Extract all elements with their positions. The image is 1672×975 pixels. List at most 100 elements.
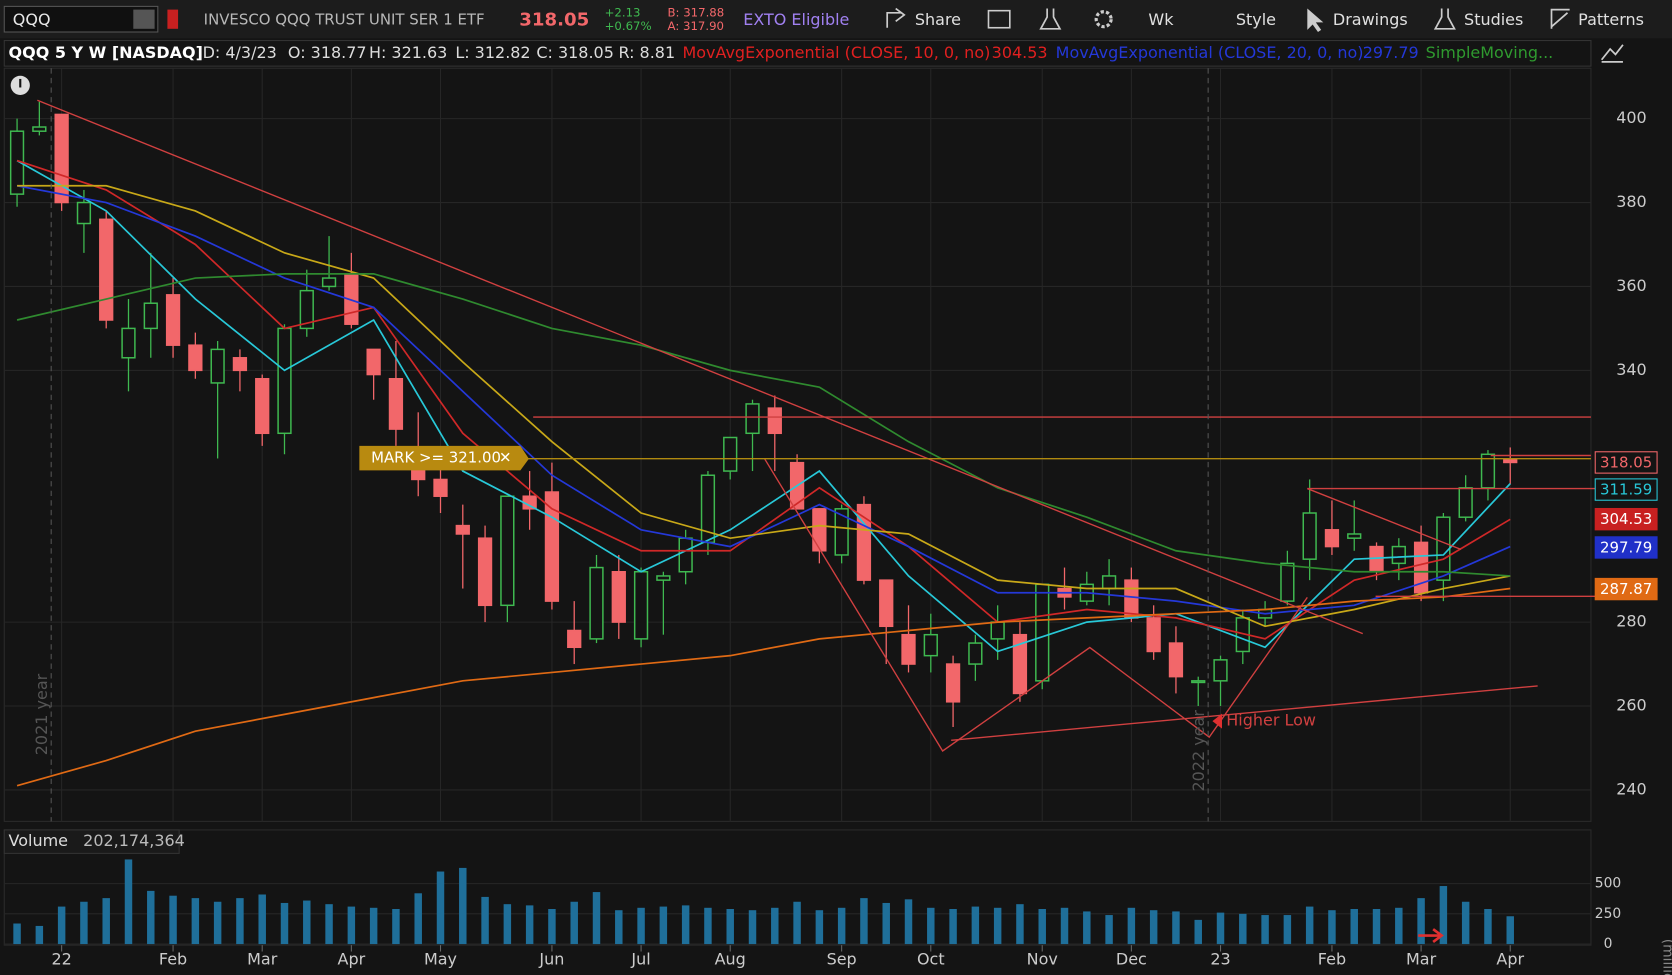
- price-tag: [1594, 451, 1658, 474]
- study-bar: [3, 40, 1592, 67]
- volume-bar: [459, 867, 467, 945]
- volume-bar: [1439, 886, 1448, 945]
- settings-icon[interactable]: [1094, 10, 1113, 29]
- grid-icon[interactable]: [987, 9, 1011, 29]
- exto-eligible[interactable]: EXTO Eligible: [743, 10, 849, 29]
- year-label: 2022 year: [1189, 710, 1208, 792]
- volume-tick-label: 250: [1595, 906, 1621, 922]
- ema20-legend: MovAvgExponential (CLOSE, 20, 0, no): [1056, 43, 1364, 62]
- x-tick-label: May: [424, 950, 457, 969]
- candle-body: [143, 302, 158, 330]
- volume-bar: [1016, 904, 1024, 945]
- ask: A: 317.90: [668, 19, 724, 33]
- flask-icon[interactable]: [1039, 8, 1062, 30]
- moving-average: [16, 159, 1511, 653]
- volume-bar: [258, 894, 266, 945]
- volume-bar: [927, 907, 935, 945]
- volume-bar: [303, 900, 311, 945]
- drawings-button[interactable]: Drawings: [1333, 10, 1408, 29]
- candle-body: [455, 524, 470, 535]
- candle-body: [500, 495, 515, 607]
- volume-bar: [748, 910, 757, 945]
- symbol-input[interactable]: [3, 5, 159, 33]
- price-panel: [3, 67, 1592, 822]
- volume-bar: [1105, 915, 1113, 945]
- volume-bar: [1506, 916, 1514, 945]
- volume-bar: [1461, 901, 1470, 945]
- candle-body: [633, 571, 649, 640]
- candle-body: [433, 478, 448, 497]
- studies-button[interactable]: Studies: [1464, 10, 1523, 29]
- expand-icon[interactable]: [1600, 44, 1624, 63]
- bar-low: L: 312.82: [455, 43, 530, 62]
- volume-bar: [392, 909, 400, 945]
- volume-bar: [548, 909, 556, 945]
- studies-icon[interactable]: [1433, 8, 1456, 30]
- period-button[interactable]: Wk: [1148, 10, 1174, 29]
- share-icon[interactable]: [886, 7, 906, 28]
- volume-bar: [325, 904, 333, 945]
- volume-bar: [191, 898, 200, 945]
- x-tick-label: Sep: [827, 950, 857, 969]
- style-button[interactable]: Style: [1236, 10, 1276, 29]
- bar-close: C: 318.05: [536, 43, 614, 62]
- volume-bar: [615, 910, 623, 945]
- volume-bar: [13, 923, 21, 945]
- volume-bar: [102, 898, 110, 945]
- volume-bar: [1127, 907, 1136, 945]
- ema20-value: 297.79: [1363, 43, 1419, 62]
- candle-body: [477, 537, 493, 607]
- symbol-dropdown[interactable]: [133, 9, 155, 29]
- higher-low-arrow: [1212, 713, 1223, 729]
- volume-bar: [1484, 909, 1492, 945]
- symbol[interactable]: QQQ: [13, 10, 51, 29]
- patterns-icon[interactable]: [1550, 8, 1570, 29]
- x-tick-label: Mar: [247, 950, 278, 969]
- net-change: +2.13: [605, 5, 641, 19]
- candle-body: [277, 327, 292, 435]
- candle-body: [121, 327, 136, 359]
- volume-tick-label: 500: [1595, 876, 1621, 892]
- y-tick-label: 400: [1616, 108, 1647, 127]
- candle-body: [1324, 529, 1340, 548]
- candle-body: [656, 575, 671, 581]
- y-tick-label: 360: [1616, 276, 1647, 295]
- candle-body: [1436, 516, 1451, 581]
- candle-body: [923, 633, 938, 657]
- candle-body: [1191, 680, 1206, 684]
- patterns-button[interactable]: Patterns: [1578, 10, 1644, 29]
- alert-close[interactable]: ✕: [499, 449, 512, 467]
- volume-bar: [1261, 915, 1269, 945]
- volume-bar: [949, 909, 957, 945]
- candle-body: [54, 113, 69, 204]
- volume-bar: [637, 907, 645, 945]
- price-tag: [1594, 478, 1658, 501]
- candle-body: [589, 566, 604, 640]
- x-tick-label: 23: [1210, 950, 1230, 969]
- candle-body: [232, 357, 248, 372]
- volume-bar: [481, 896, 489, 945]
- chart-layer: [4, 68, 1591, 945]
- candle-body: [1168, 642, 1184, 678]
- ema10-value: 304.53: [992, 43, 1048, 62]
- candle-body: [165, 294, 181, 346]
- candle-body: [968, 642, 983, 665]
- alert-mark-box[interactable]: [359, 445, 529, 471]
- candle-body: [745, 403, 760, 435]
- candle-body: [299, 289, 314, 330]
- candle-body: [1124, 579, 1139, 619]
- volume-bar: [57, 906, 66, 945]
- volume-bar: [80, 901, 88, 945]
- volume-bar: [436, 871, 445, 945]
- volume-bar: [1172, 911, 1180, 945]
- share-button[interactable]: Share: [915, 10, 961, 29]
- volume-axis-label: (millions): [1660, 939, 1672, 975]
- volume-bar: [1149, 910, 1158, 945]
- volume-bar: [726, 909, 734, 945]
- x-tick-label: Nov: [1027, 950, 1058, 969]
- drawings-icon[interactable]: [1307, 8, 1324, 33]
- volume-bar: [503, 904, 512, 945]
- volume-value: 202,174,364: [83, 831, 185, 850]
- bar-range: R: 8.81: [618, 43, 675, 62]
